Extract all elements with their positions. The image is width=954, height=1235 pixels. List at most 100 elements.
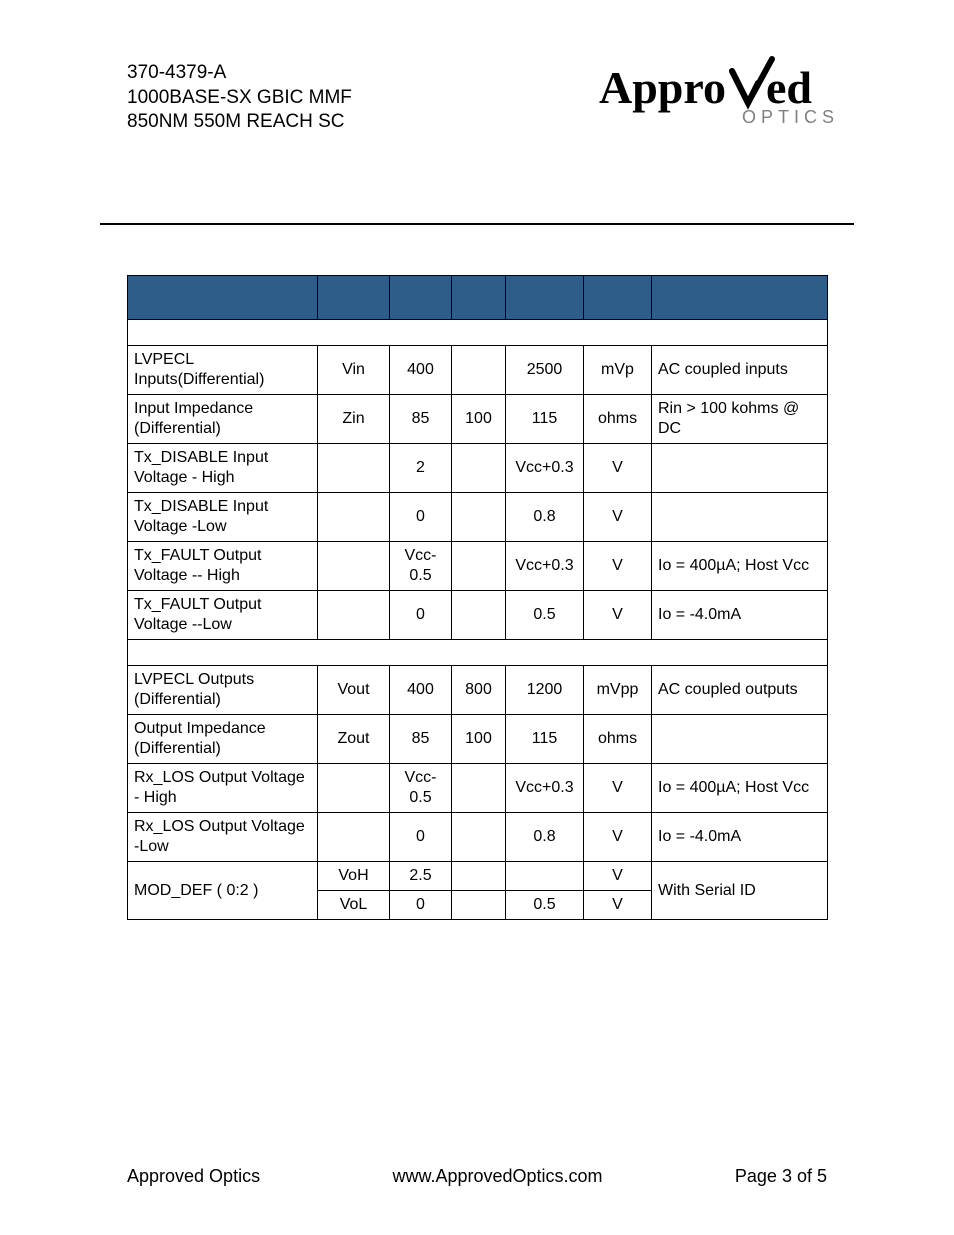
unit-cell: V xyxy=(584,891,652,920)
symbol-cell: Zout xyxy=(318,715,390,764)
header-line-1: 370-4379-A xyxy=(127,61,352,86)
unit-cell: V xyxy=(584,542,652,591)
param-cell: LVPECL Outputs (Differential) xyxy=(128,666,318,715)
note-cell: Rin > 100 kohms @ DC xyxy=(652,395,828,444)
unit-cell: V xyxy=(584,444,652,493)
max-cell: 115 xyxy=(506,395,584,444)
table-row: Tx_DISABLE Input Voltage -Low 0 0.8V xyxy=(128,493,828,542)
min-cell: 0 xyxy=(390,493,452,542)
typ-cell xyxy=(452,591,506,640)
typ-cell xyxy=(452,444,506,493)
section-row: Transmitter xyxy=(128,320,828,346)
symbol-cell: Zin xyxy=(318,395,390,444)
param-cell: Input Impedance (Differential) xyxy=(128,395,318,444)
typ-cell xyxy=(452,493,506,542)
min-cell: 2.5 xyxy=(390,862,452,891)
unit-cell: V xyxy=(584,493,652,542)
section-label: Receiver xyxy=(128,640,828,666)
table-row: Output Impedance (Differential)Zout85100… xyxy=(128,715,828,764)
note-cell: Io = -4.0mA xyxy=(652,813,828,862)
max-cell: Vcc+0.3 xyxy=(506,764,584,813)
max-cell: Vcc+0.3 xyxy=(506,542,584,591)
table-row: Rx_LOS Output Voltage - HighVcc-0.5Vcc+0… xyxy=(128,764,828,813)
max-cell: 0.8 xyxy=(506,493,584,542)
min-cell: 0 xyxy=(390,891,452,920)
max-cell: 115 xyxy=(506,715,584,764)
symbol-cell xyxy=(318,444,390,493)
col-header-min xyxy=(390,276,452,320)
unit-cell: mVpp xyxy=(584,666,652,715)
unit-cell: V xyxy=(584,862,652,891)
max-cell: Vcc+0.3 xyxy=(506,444,584,493)
table-row: MOD_DEF ( 0:2 )VoH2.5VWith Serial ID xyxy=(128,862,828,891)
header-line-2: 1000BASE-SX GBIC MMF xyxy=(127,86,352,111)
section-title: Electrical Interface Characteristics xyxy=(127,195,854,219)
note-cell xyxy=(652,715,828,764)
max-cell xyxy=(506,862,584,891)
page-footer: Approved Optics www.ApprovedOptics.com P… xyxy=(0,1166,954,1187)
note-cell xyxy=(652,444,828,493)
symbol-cell: Vin xyxy=(318,346,390,395)
min-cell: 2 xyxy=(390,444,452,493)
section-label: Transmitter xyxy=(128,320,828,346)
svg-text:OPTICS: OPTICS xyxy=(742,107,839,127)
param-cell: Tx_FAULT Output Voltage --Low xyxy=(128,591,318,640)
table-row: Rx_LOS Output Voltage -Low00.8VIo = -4.0… xyxy=(128,813,828,862)
param-cell: Tx_DISABLE Input Voltage -Low xyxy=(128,493,318,542)
min-cell: 85 xyxy=(390,715,452,764)
svg-text:ed: ed xyxy=(766,62,812,113)
symbol-cell xyxy=(318,591,390,640)
col-header-symbol xyxy=(318,276,390,320)
min-cell: 0 xyxy=(390,813,452,862)
typ-cell xyxy=(452,891,506,920)
max-cell: 2500 xyxy=(506,346,584,395)
approved-optics-logo: Appro ed OPTICS xyxy=(594,55,854,135)
col-header-note xyxy=(652,276,828,320)
min-cell: Vcc-0.5 xyxy=(390,542,452,591)
param-cell: Tx_FAULT Output Voltage -- High xyxy=(128,542,318,591)
symbol-cell: Vout xyxy=(318,666,390,715)
symbol-cell xyxy=(318,764,390,813)
typ-cell: 800 xyxy=(452,666,506,715)
typ-cell xyxy=(452,346,506,395)
footer-page-number: Page 3 of 5 xyxy=(735,1166,827,1187)
typ-cell: 100 xyxy=(452,715,506,764)
col-header-typ xyxy=(452,276,506,320)
note-cell xyxy=(652,493,828,542)
param-cell: Tx_DISABLE Input Voltage - High xyxy=(128,444,318,493)
symbol-cell xyxy=(318,813,390,862)
footer-url: www.ApprovedOptics.com xyxy=(392,1166,602,1187)
symbol-cell xyxy=(318,542,390,591)
symbol-cell: VoL xyxy=(318,891,390,920)
table-row: Tx_FAULT Output Voltage -- High Vcc-0.5 Vc… xyxy=(128,542,828,591)
footer-company: Approved Optics xyxy=(127,1166,260,1187)
param-cell: Rx_LOS Output Voltage - High xyxy=(128,764,318,813)
table-row: Tx_DISABLE Input Voltage - High 2 Vcc+0.3V xyxy=(128,444,828,493)
param-cell: Output Impedance (Differential) xyxy=(128,715,318,764)
note-cell: Io = -4.0mA xyxy=(652,591,828,640)
table-header xyxy=(128,276,828,320)
page-header: 370-4379-A 1000BASE-SX GBIC MMF 850NM 55… xyxy=(100,55,854,135)
max-cell: 0.8 xyxy=(506,813,584,862)
note-cell: Io = 400µA; Host Vcc xyxy=(652,764,828,813)
unit-cell: V xyxy=(584,764,652,813)
note-cell: With Serial ID xyxy=(652,862,828,920)
col-header-parameter xyxy=(128,276,318,320)
spec-table-container: TransmitterLVPECL Inputs(Differential)Vi… xyxy=(100,275,854,920)
note-cell: Io = 400µA; Host Vcc xyxy=(652,542,828,591)
header-line-3: 850NM 550M REACH SC xyxy=(127,110,352,135)
section-row: Receiver xyxy=(128,640,828,666)
spec-table: TransmitterLVPECL Inputs(Differential)Vi… xyxy=(127,275,828,920)
table-body: TransmitterLVPECL Inputs(Differential)Vi… xyxy=(128,320,828,920)
symbol-cell xyxy=(318,493,390,542)
col-header-unit xyxy=(584,276,652,320)
max-cell: 1200 xyxy=(506,666,584,715)
min-cell: 85 xyxy=(390,395,452,444)
typ-cell xyxy=(452,813,506,862)
min-cell: 400 xyxy=(390,666,452,715)
svg-text:Appro: Appro xyxy=(599,62,726,113)
col-header-max xyxy=(506,276,584,320)
unit-cell: mVp xyxy=(584,346,652,395)
unit-cell: V xyxy=(584,591,652,640)
horizontal-rule xyxy=(100,223,854,225)
